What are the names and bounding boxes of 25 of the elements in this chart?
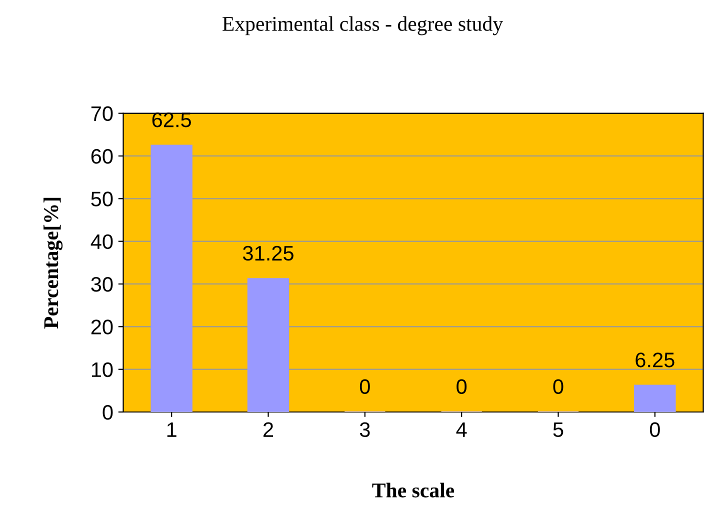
bar — [150, 144, 192, 412]
x-tick-label: 0 — [650, 422, 660, 438]
bar — [247, 278, 290, 412]
x-tick-label: 4 — [456, 422, 467, 437]
data-label: 0 — [456, 379, 467, 394]
y-tick-label: 30 — [91, 276, 113, 292]
data-label: 0 — [360, 379, 370, 394]
data-label: 6.25 — [636, 352, 674, 368]
data-label: 0 — [553, 379, 564, 394]
bar — [634, 384, 676, 412]
x-tick-label: 5 — [553, 422, 564, 438]
chart-title: Experimental class - degree study — [222, 16, 503, 36]
y-tick-label: 10 — [92, 362, 113, 378]
x-axis-title: The scale — [372, 482, 454, 498]
y-tick-label: 50 — [91, 192, 113, 206]
x-tick-label: 2 — [264, 422, 273, 437]
x-tick-label: 3 — [360, 422, 370, 438]
y-tick-label: 60 — [91, 148, 113, 164]
y-tick-label: 40 — [90, 234, 113, 250]
y-tick-label: 0 — [102, 405, 113, 420]
y-tick-label: 70 — [91, 106, 113, 122]
data-label: 31.25 — [242, 246, 294, 261]
x-tick-label: 1 — [167, 422, 176, 437]
y-tick-label: 20 — [91, 320, 113, 334]
y-axis-title: Percentage[%] — [44, 198, 63, 329]
